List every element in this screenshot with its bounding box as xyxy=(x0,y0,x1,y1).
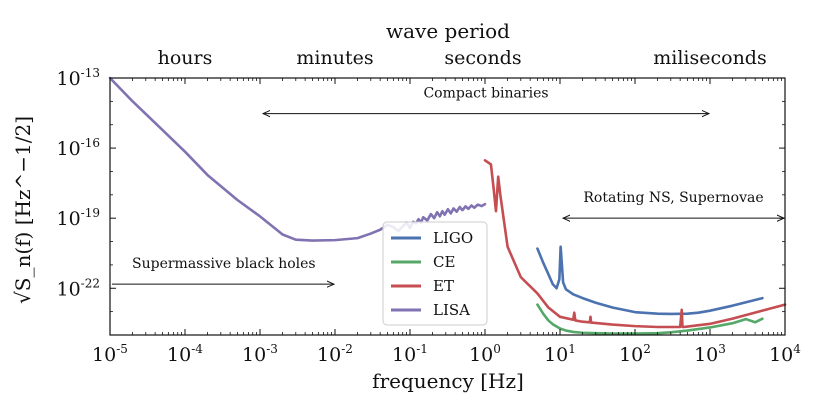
annotation-label: Rotating NS, Supernovae xyxy=(583,190,763,206)
plot-frame xyxy=(109,77,786,336)
top-axis-title: wave period xyxy=(386,19,510,43)
x-tick-label: 104 xyxy=(769,342,801,366)
y-axis-ticks: 10-13 10-16 10-19 10-22 xyxy=(56,66,785,336)
x-tick-label: 10-4 xyxy=(167,342,203,366)
x-tick-label: 102 xyxy=(619,342,651,366)
top-axis-label: hours xyxy=(158,47,213,69)
x-tick-label: 10-3 xyxy=(242,342,278,366)
x-tick-label: 101 xyxy=(544,342,576,366)
legend: LIGO CE ET LISA xyxy=(382,221,488,326)
annotation-label: Supermassive black holes xyxy=(132,256,316,272)
x-tick-label: 10-5 xyxy=(92,342,128,366)
top-axis-label: minutes xyxy=(296,47,373,69)
annotation-label: Compact binaries xyxy=(423,86,548,102)
legend-box xyxy=(382,221,488,326)
top-axis-label: miliseconds xyxy=(653,47,766,69)
x-axis-ticks: 10-5 10-4 10-3 10-2 10-1 100 101 102 103 104 xyxy=(92,78,801,366)
series-line-ligo xyxy=(536,245,764,316)
legend-label: ET xyxy=(433,277,454,295)
x-tick-label: 100 xyxy=(469,342,501,366)
x-tick-label: 10-1 xyxy=(392,342,428,366)
y-tick-label: 10-19 xyxy=(56,206,100,230)
series-line-lisa xyxy=(108,76,487,242)
y-tick-label: 10-22 xyxy=(56,276,100,300)
y-axis-title: √S_n(f) [Hz^−1/2] xyxy=(11,116,35,304)
x-tick-label: 103 xyxy=(694,342,726,366)
y-tick-label: 10-16 xyxy=(56,136,100,160)
series-line-et xyxy=(483,159,787,329)
series-lines xyxy=(108,76,787,335)
annotations: Compact binaries Rotating NS, Supernovae S… xyxy=(112,86,784,285)
top-axis-labels: hours minutes seconds miliseconds xyxy=(158,47,767,69)
legend-label: CE xyxy=(433,253,455,271)
x-tick-label: 10-2 xyxy=(317,342,353,366)
y-tick-label: 10-13 xyxy=(56,66,100,90)
x-axis-title: frequency [Hz] xyxy=(372,369,524,393)
legend-label: LIGO xyxy=(433,229,473,247)
top-axis-label: seconds xyxy=(444,47,521,69)
legend-label: LISA xyxy=(433,301,470,319)
